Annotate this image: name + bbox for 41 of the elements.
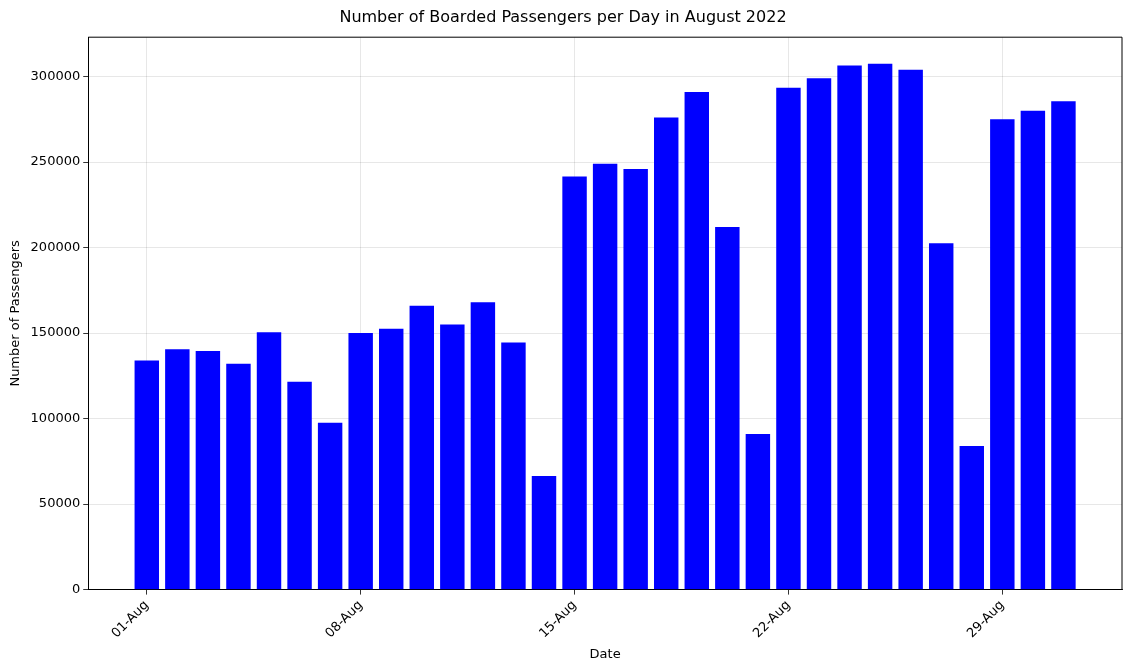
x-axis-title: Date — [589, 645, 621, 661]
bar — [715, 227, 740, 590]
bar — [684, 91, 709, 590]
bar — [501, 342, 526, 590]
bar — [379, 328, 404, 590]
bar — [654, 117, 679, 590]
y-tick-label: 0 — [71, 580, 81, 596]
bar — [348, 333, 373, 590]
bar — [745, 433, 771, 590]
y-axis-title: Number of Passengers — [7, 239, 23, 387]
bar — [226, 363, 251, 590]
bar — [959, 445, 984, 590]
bar — [531, 475, 557, 590]
bar — [1051, 101, 1076, 590]
bar — [256, 332, 282, 590]
bar — [165, 349, 190, 590]
y-tick-label: 50000 — [38, 495, 81, 511]
bar — [440, 324, 465, 590]
bar — [867, 63, 893, 590]
bar — [562, 176, 587, 590]
bar — [898, 69, 923, 590]
bar — [837, 65, 862, 590]
bar — [134, 360, 160, 590]
bar — [470, 302, 496, 590]
bar — [195, 351, 221, 590]
bar — [1020, 110, 1046, 590]
bar — [287, 381, 312, 590]
bar — [990, 119, 1015, 590]
y-tick-label: 100000 — [30, 409, 81, 425]
bar — [929, 243, 954, 590]
bar — [776, 87, 801, 590]
bar — [623, 168, 648, 590]
y-tick-label: 300000 — [30, 67, 81, 83]
y-tick-label: 200000 — [30, 238, 81, 254]
bar — [806, 78, 832, 590]
chart-title: Number of Boarded Passengers per Day in August 2022 — [339, 6, 787, 26]
y-tick-label: 250000 — [30, 153, 81, 169]
y-tick-label: 150000 — [30, 324, 81, 340]
bar — [317, 422, 343, 590]
bar — [592, 163, 618, 590]
bar — [409, 305, 435, 590]
